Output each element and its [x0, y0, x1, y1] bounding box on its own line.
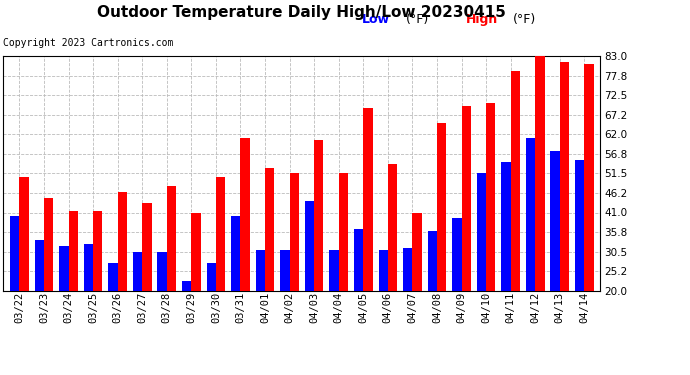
- Bar: [477, 173, 486, 365]
- Text: Low: Low: [362, 13, 390, 26]
- Bar: [535, 56, 544, 365]
- Bar: [379, 250, 388, 365]
- Bar: [452, 218, 462, 365]
- Bar: [560, 62, 569, 365]
- Bar: [305, 201, 314, 365]
- Bar: [68, 211, 78, 365]
- Bar: [363, 108, 373, 365]
- Bar: [329, 250, 339, 365]
- Bar: [526, 138, 535, 365]
- Bar: [502, 162, 511, 365]
- Bar: [314, 140, 324, 365]
- Bar: [280, 250, 290, 365]
- Bar: [339, 173, 348, 365]
- Bar: [290, 173, 299, 365]
- Bar: [19, 177, 29, 365]
- Bar: [575, 160, 584, 365]
- Bar: [413, 213, 422, 365]
- Bar: [428, 231, 437, 365]
- Bar: [584, 64, 593, 365]
- Text: High: High: [466, 13, 498, 26]
- Bar: [403, 248, 413, 365]
- Bar: [354, 229, 363, 365]
- Bar: [142, 203, 152, 365]
- Bar: [10, 216, 19, 365]
- Bar: [388, 164, 397, 365]
- Bar: [157, 252, 167, 365]
- Bar: [462, 106, 471, 365]
- Bar: [167, 186, 176, 365]
- Title: Outdoor Temperature Daily High/Low 20230415: Outdoor Temperature Daily High/Low 20230…: [97, 5, 506, 20]
- Bar: [265, 168, 275, 365]
- Bar: [486, 103, 495, 365]
- Bar: [34, 240, 44, 365]
- Text: Copyright 2023 Cartronics.com: Copyright 2023 Cartronics.com: [3, 38, 174, 48]
- Bar: [256, 250, 265, 365]
- Bar: [511, 71, 520, 365]
- Bar: [231, 216, 241, 365]
- Bar: [83, 244, 93, 365]
- Bar: [551, 151, 560, 365]
- Bar: [437, 123, 446, 365]
- Bar: [59, 246, 68, 365]
- Bar: [108, 263, 118, 365]
- Bar: [44, 198, 53, 365]
- Bar: [191, 213, 201, 365]
- Bar: [206, 263, 216, 365]
- Bar: [118, 192, 127, 365]
- Bar: [241, 138, 250, 365]
- Text: (°F): (°F): [513, 13, 536, 26]
- Bar: [93, 211, 102, 365]
- Bar: [133, 252, 142, 365]
- Bar: [216, 177, 225, 365]
- Bar: [182, 281, 191, 365]
- Text: (°F): (°F): [406, 13, 430, 26]
